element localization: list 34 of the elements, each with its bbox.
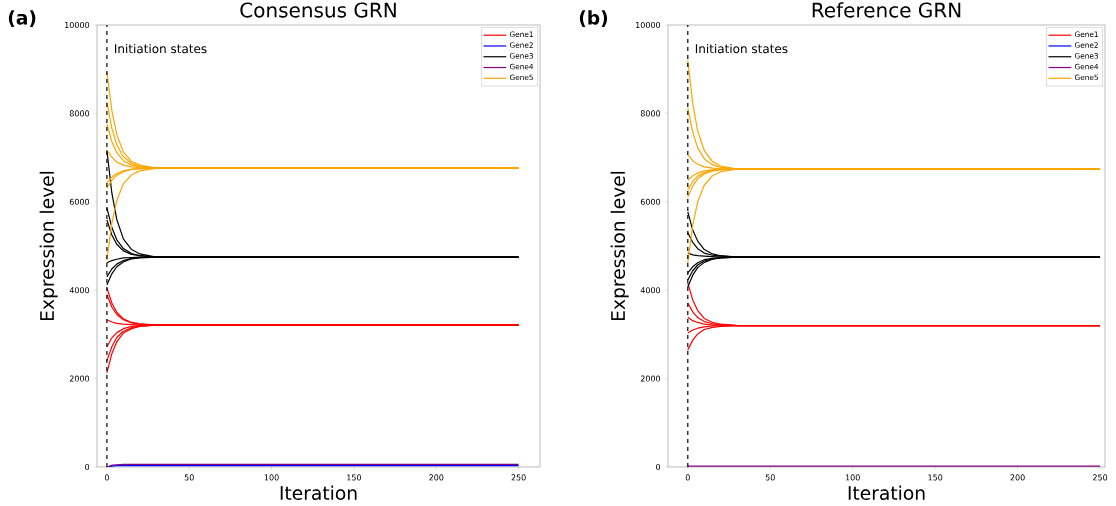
- y-tick-label: 2000: [640, 375, 661, 382]
- x-tick-label: 200: [1010, 474, 1025, 481]
- ref-line-label: Initiation states: [695, 43, 788, 54]
- y-tick-label: 0: [656, 463, 661, 470]
- x-tick-label: 100: [845, 474, 860, 481]
- y-tick-label: 10000: [636, 21, 661, 29]
- x-tick-label: 50: [765, 474, 775, 481]
- x-tick-label: 200: [429, 474, 444, 481]
- chart-title: Reference GRN: [812, 2, 961, 18]
- x-axis-title: Iteration: [280, 485, 357, 501]
- x-tick-label: 0: [104, 474, 109, 481]
- y-tick-label: 4000: [69, 287, 90, 294]
- y-tick-label: 0: [85, 463, 90, 470]
- ref-line-label: Initiation states: [115, 43, 207, 54]
- y-axis-title: Expression level: [39, 171, 58, 320]
- y-tick-label: 10000: [65, 21, 90, 29]
- y-tick-label: 8000: [69, 110, 90, 117]
- chart-title: Consensus GRN: [240, 2, 396, 18]
- y-tick-label: 6000: [69, 198, 90, 205]
- x-tick-label: 50: [184, 474, 194, 481]
- x-tick-label: 150: [928, 474, 943, 481]
- text: (b): [579, 10, 608, 27]
- x-tick-label: 0: [685, 474, 690, 481]
- x-tick-label: 100: [264, 474, 279, 481]
- x-tick-label: 250: [511, 474, 526, 481]
- y-tick-label: 8000: [640, 110, 661, 117]
- y-tick-label: 2000: [69, 375, 90, 382]
- x-axis-title: Iteration: [848, 485, 925, 501]
- y-tick-label: 6000: [640, 198, 661, 205]
- y-tick-label: 4000: [640, 287, 661, 294]
- x-tick-label: 250: [1093, 474, 1108, 481]
- y-axis-title: Expression level: [610, 171, 629, 320]
- text: (a): [8, 10, 36, 27]
- x-tick-label: 150: [347, 474, 362, 481]
